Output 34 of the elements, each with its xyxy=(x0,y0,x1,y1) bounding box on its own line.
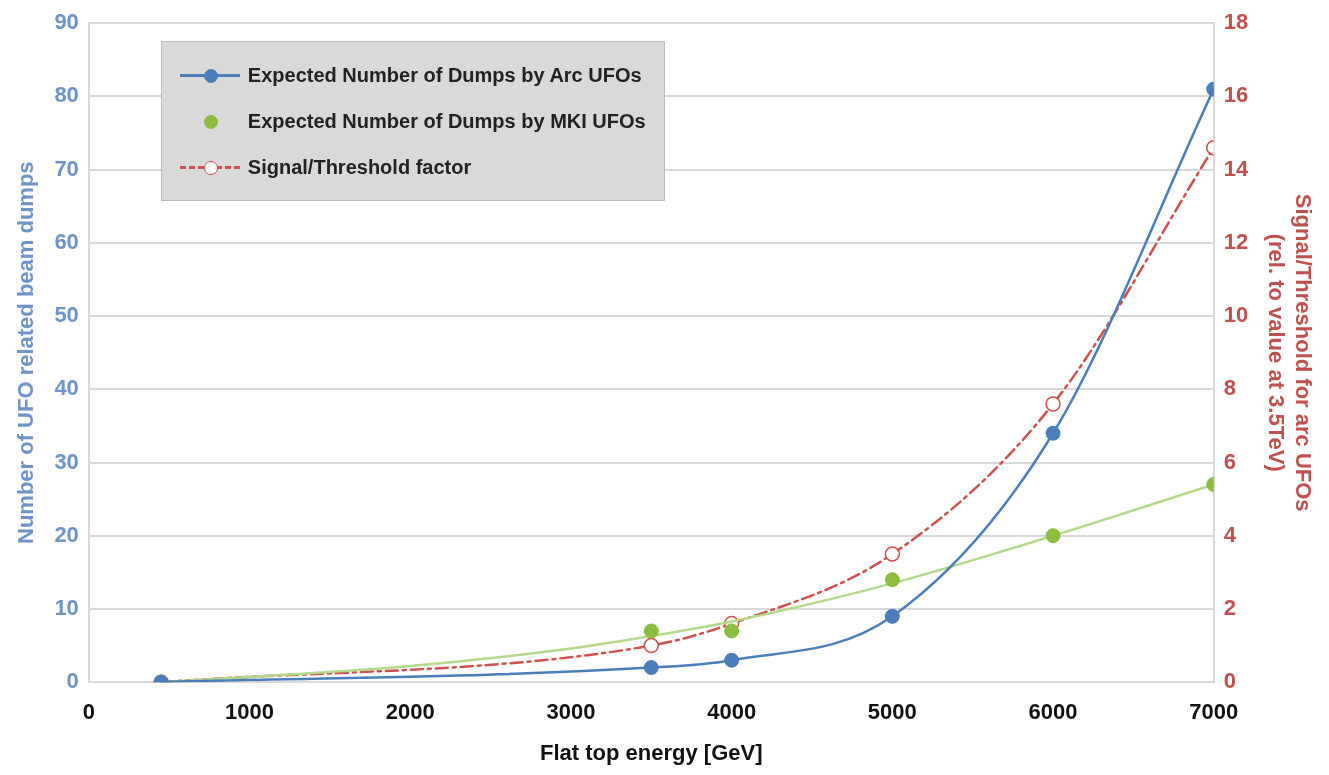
legend-label: Signal/Threshold factor xyxy=(247,155,472,179)
y-tick-label: 80 xyxy=(54,82,79,108)
y-tick-label: 50 xyxy=(54,302,79,328)
y2-tick-label: 18 xyxy=(1223,9,1249,35)
y2-axis-title: Signal/Threshold for arc UFOs (rel. to value at 3.5TeV) xyxy=(1264,193,1316,512)
x-axis-title: Flat top energy [GeV] xyxy=(540,739,763,765)
x-tick-label: 7000 xyxy=(1189,699,1239,725)
x-tick-label: 3000 xyxy=(546,699,596,725)
x-tick-label: 6000 xyxy=(1028,699,1078,725)
legend-label: Expected Number of Dumps by Arc UFOs xyxy=(247,63,642,87)
y-tick-label: 30 xyxy=(54,448,79,474)
legend-label: Expected Number of Dumps by MKI UFOs xyxy=(247,109,646,133)
x-tick-label: 0 xyxy=(82,699,95,725)
x-tick-label: 5000 xyxy=(867,699,917,725)
y-tick-label: 10 xyxy=(54,595,79,621)
y-axis-title: Number of UFO related beam dumps xyxy=(13,161,39,545)
y2-tick-label: 16 xyxy=(1223,82,1249,108)
y2-tick-label: 6 xyxy=(1223,448,1236,474)
x-tick-label: 1000 xyxy=(225,699,275,725)
y2-tick-label: 12 xyxy=(1223,228,1249,254)
y-tick-label: 0 xyxy=(66,668,79,694)
y2-tick-label: 0 xyxy=(1223,668,1236,694)
y2-tick-label: 4 xyxy=(1223,521,1237,547)
y2-tick-label: 2 xyxy=(1223,595,1236,621)
x-tick-label: 4000 xyxy=(707,699,757,725)
y-tick-label: 40 xyxy=(54,375,79,401)
y2-tick-label: 10 xyxy=(1223,302,1249,328)
x-tick-label: 2000 xyxy=(385,699,435,725)
y2-tick-label: 14 xyxy=(1223,155,1249,181)
y-tick-label: 20 xyxy=(54,521,79,547)
y-tick-label: 70 xyxy=(54,155,79,181)
y2-tick-label: 8 xyxy=(1223,375,1236,401)
y-tick-label: 90 xyxy=(54,9,79,35)
y-tick-label: 60 xyxy=(54,228,79,254)
